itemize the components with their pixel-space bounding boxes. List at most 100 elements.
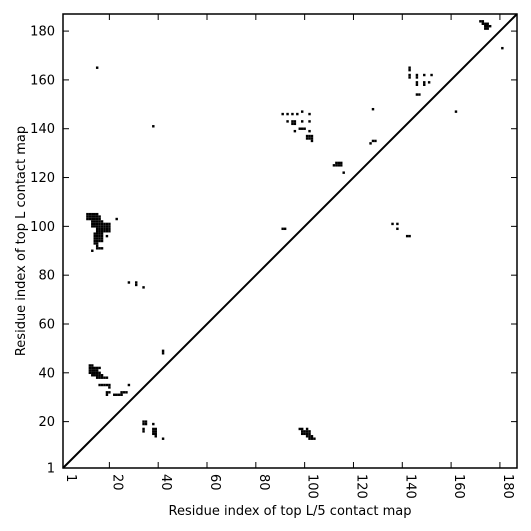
contact-cell-top-l: [408, 76, 411, 79]
y-tick-label: 140: [30, 122, 55, 137]
contact-cell-top-l: [88, 215, 92, 218]
contact-cell-top-l: [95, 239, 99, 243]
contact-cell-top-l: [95, 212, 99, 216]
contact-cell-top-l: [305, 134, 309, 138]
contact-cell-top-l: [501, 46, 504, 50]
contact-cell-top-l: [113, 393, 116, 396]
contact-cell-top-l: [108, 227, 111, 231]
contact-cell-top-l: [335, 164, 338, 167]
contact-cell-top-l: [95, 237, 99, 240]
contact-cell-top-l5: [142, 420, 145, 423]
contact-cell-top-l: [91, 212, 94, 216]
contact-cell-top-l: [95, 376, 99, 379]
contact-cell-top-l: [122, 391, 126, 394]
contact-cell-top-l: [91, 371, 94, 375]
contact-cell-top-l: [93, 215, 96, 218]
contact-cell-top-l: [342, 171, 345, 174]
contact-cell-top-l5: [154, 435, 157, 438]
plot-frame: [62, 13, 518, 469]
contact-cell-top-l: [95, 366, 99, 370]
contact-cell-top-l: [105, 234, 109, 238]
contact-cell-top-l: [308, 129, 311, 133]
contact-cell-top-l: [93, 242, 96, 245]
contact-cell-top-l5: [152, 432, 155, 436]
contact-cell-top-l5: [303, 430, 306, 433]
contact-cell-top-l: [108, 386, 111, 389]
contact-cell-top-l: [105, 222, 109, 226]
contact-cell-top-l: [98, 217, 101, 221]
contact-cell-top-l: [127, 383, 131, 387]
contact-cell-top-l5: [308, 435, 311, 438]
contact-cell-top-l: [86, 217, 89, 221]
contact-cell-top-l: [423, 81, 426, 84]
contact-cell-top-l: [484, 24, 487, 28]
contact-cell-top-l: [105, 225, 109, 228]
contact-cell-top-l: [105, 383, 109, 387]
contact-cell-top-l: [337, 164, 341, 167]
contact-cell-top-l: [98, 247, 101, 250]
contact-cell-top-l5: [310, 435, 314, 438]
contact-cell-top-l: [291, 120, 294, 123]
contact-cell-top-l: [95, 215, 99, 218]
contact-cell-top-l: [88, 371, 92, 375]
contact-cell-top-l: [95, 66, 99, 69]
contact-cell-top-l: [332, 164, 336, 167]
contact-cell-top-l: [396, 227, 399, 231]
contact-cell-top-l: [98, 232, 101, 235]
contact-cell-top-l: [308, 120, 311, 123]
contact-cell-top-l: [93, 232, 96, 235]
contact-cell-top-l: [103, 227, 106, 231]
contact-cell-top-l: [105, 376, 109, 379]
contact-cell-top-l5: [305, 427, 309, 431]
contact-cell-top-l: [488, 24, 492, 28]
contact-cell-top-l: [98, 225, 101, 228]
contact-cell-top-l: [293, 122, 297, 126]
contact-cell-top-l: [105, 227, 109, 231]
x-tick-label: 1: [63, 474, 78, 482]
contact-cell-top-l: [418, 93, 421, 96]
contact-cell-top-l: [100, 247, 104, 250]
contact-cell-top-l: [391, 222, 394, 226]
contact-cell-top-l: [88, 366, 92, 370]
contact-cell-top-l5: [305, 435, 309, 438]
contact-cell-top-l: [91, 364, 94, 367]
contact-cell-top-l5: [305, 432, 309, 436]
x-tick-label: 80: [256, 474, 271, 491]
contact-cell-top-l: [98, 230, 101, 233]
contact-cell-top-l5: [313, 437, 316, 440]
contact-cell-top-l: [371, 139, 375, 143]
contact-cell-top-l: [291, 112, 294, 116]
contact-cell-top-l: [120, 393, 123, 396]
contact-cell-top-l: [95, 374, 99, 377]
contact-cell-top-l: [408, 73, 411, 77]
y-tick-label: 100: [30, 220, 55, 235]
contact-cell-top-l: [405, 234, 409, 238]
x-tick-label: 120: [353, 474, 368, 499]
contact-cell-top-l: [91, 249, 94, 252]
contact-cell-top-l: [93, 371, 96, 375]
contact-cell-top-l5: [142, 430, 145, 433]
contact-cell-top-l: [310, 139, 314, 143]
contact-cell-top-l: [479, 20, 482, 23]
contact-cell-top-l: [95, 225, 99, 228]
contact-cell-top-l: [93, 234, 96, 238]
y-axis-label: Residue index of top L contact map: [14, 126, 29, 356]
contact-cell-top-l: [396, 222, 399, 226]
contact-cell-top-l5: [154, 427, 157, 431]
contact-cell-top-l: [300, 120, 304, 123]
contact-cell-top-l: [98, 237, 101, 240]
contact-cell-top-l: [108, 230, 111, 233]
contact-cell-top-l: [95, 217, 99, 221]
contact-cell-top-l: [88, 364, 92, 367]
contact-cell-top-l: [481, 20, 485, 23]
contact-cell-top-l5: [142, 427, 145, 431]
contact-cell-top-l: [484, 22, 487, 25]
y-tick-label: 120: [30, 171, 55, 186]
contact-cell-top-l5: [152, 422, 155, 426]
contact-cell-top-l: [125, 391, 128, 394]
contact-cell-top-l: [100, 230, 104, 233]
contact-cell-top-l: [305, 137, 309, 140]
contact-cell-top-l: [427, 81, 431, 84]
diagonal-line: [62, 13, 518, 469]
